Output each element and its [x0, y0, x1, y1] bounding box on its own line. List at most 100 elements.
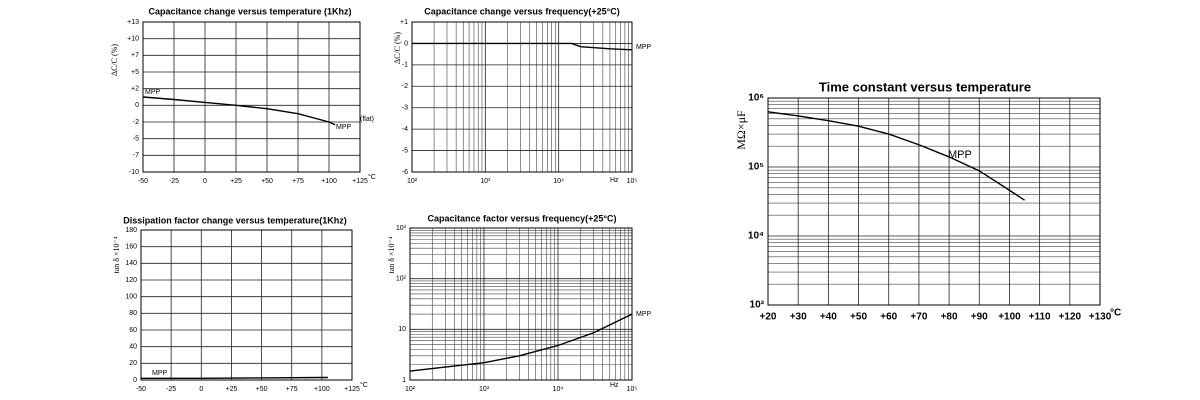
x-tick-label: +125 — [344, 386, 360, 393]
y-tick-label: -7 — [133, 152, 139, 159]
x-tick-label: -50 — [138, 178, 148, 185]
x-unit-label: °C — [1110, 308, 1121, 319]
y-tick-label: -4 — [402, 126, 408, 133]
x-tick-label: +130 — [1089, 312, 1112, 323]
x-tick-label: -25 — [166, 386, 176, 393]
y-tick-label: 60 — [129, 327, 137, 334]
chart: Capacitance change versus temperature (1… — [110, 6, 376, 184]
x-tick-label: 0 — [199, 386, 203, 393]
x-tick-label: +110 — [1029, 312, 1051, 323]
x-tick-label: +125 — [352, 178, 368, 185]
chart-title: Capacitance change versus frequency(+25°… — [424, 6, 619, 16]
chart: Capacitance factor versus frequency(+25°… — [387, 213, 652, 392]
y-tick-label: 40 — [129, 344, 137, 351]
x-tick-label: 10⁵ — [627, 178, 638, 185]
x-tick-label: +120 — [1059, 312, 1082, 323]
chart-title: Capacitance factor versus frequency(+25°… — [428, 213, 617, 223]
x-tick-label: +25 — [225, 386, 237, 393]
y-tick-label: 0 — [133, 377, 137, 384]
y-tick-label: 10 — [398, 326, 406, 333]
y-tick-label: 160 — [125, 244, 137, 251]
y-tick-label: 10⁴ — [748, 231, 764, 242]
plot-frame — [767, 97, 1101, 306]
y-tick-label: -5 — [402, 147, 408, 154]
y-tick-label: 1 — [402, 377, 406, 384]
x-tick-label: +100 — [998, 312, 1021, 323]
x-tick-label: +75 — [286, 386, 298, 393]
y-tick-label: +5 — [131, 69, 139, 76]
y-tick-label: 10³ — [396, 225, 407, 232]
data-line — [409, 313, 633, 372]
x-tick-label: +100 — [321, 178, 337, 185]
series-label: MPP — [145, 89, 161, 96]
x-tick-label: +50 — [850, 312, 867, 323]
y-tick-label: 10⁶ — [748, 93, 764, 104]
y-tick-label: 10⁵ — [748, 162, 764, 173]
y-tick-label: 10² — [396, 276, 407, 283]
x-tick-label: +20 — [760, 312, 777, 323]
x-tick-label: +60 — [880, 312, 897, 323]
chart-title: Time constant versus temperature — [819, 79, 1031, 94]
series-label: MPP — [636, 44, 652, 51]
y-tick-label: 80 — [129, 310, 137, 317]
x-tick-label: +50 — [261, 178, 273, 185]
x-tick-label: +75 — [292, 178, 304, 185]
chart-title: Dissipation factor change versus tempera… — [123, 215, 347, 225]
x-unit-label: Hz — [610, 382, 619, 389]
x-tick-label: 10⁴ — [553, 386, 564, 393]
chart: Dissipation factor change versus tempera… — [112, 215, 368, 392]
x-tick-label: 0 — [203, 178, 207, 185]
y-axis-label: tan δ ×10⁻⁴ — [387, 236, 396, 273]
plot-frame — [140, 229, 353, 381]
x-tick-label: +90 — [971, 312, 988, 323]
data-line — [141, 376, 328, 380]
series-label: MPP — [636, 311, 652, 318]
y-tick-label: +7 — [131, 52, 139, 59]
y-axis-label: ΔC/C (%) — [393, 32, 402, 64]
x-tick-label: +25 — [230, 178, 242, 185]
y-tick-label: 100 — [125, 294, 137, 301]
y-tick-label: +10 — [127, 36, 139, 43]
plot-frame — [409, 227, 633, 381]
x-tick-label: -50 — [136, 386, 146, 393]
x-tick-label: 10² — [405, 386, 416, 393]
y-tick-label: 20 — [129, 360, 137, 367]
y-tick-label: -10 — [129, 169, 139, 176]
y-tick-label: 120 — [125, 277, 137, 284]
x-tick-label: +70 — [910, 312, 927, 323]
x-tick-label: +40 — [820, 312, 837, 323]
y-tick-label: -3 — [402, 105, 408, 112]
x-tick-label: +80 — [941, 312, 958, 323]
y-tick-label: 180 — [125, 227, 137, 234]
x-tick-label: -25 — [169, 178, 179, 185]
plot-frame — [142, 21, 361, 173]
y-axis-label: tan δ ×10⁻⁴ — [112, 236, 121, 273]
y-tick-label: 140 — [125, 260, 137, 267]
y-tick-label: +13 — [127, 19, 139, 26]
y-tick-label: -5 — [133, 136, 139, 143]
series-label: MPP — [152, 370, 168, 377]
y-tick-label: -2 — [402, 83, 408, 90]
chart-title: Capacitance change versus temperature (1… — [148, 6, 351, 16]
data-line — [767, 111, 1025, 201]
annotation: (flat) — [360, 116, 374, 123]
x-tick-label: +30 — [790, 312, 807, 323]
y-axis-label: ΔC/C (%) — [110, 44, 119, 76]
y-axis-label: MΩ×μF — [734, 110, 748, 150]
x-tick-label: +100 — [314, 386, 330, 393]
x-tick-label: 10³ — [479, 386, 490, 393]
annotation: MPP — [336, 124, 352, 131]
x-tick-label: 10³ — [480, 178, 491, 185]
x-unit-label: °C — [360, 381, 368, 389]
x-tick-label: 10⁴ — [553, 178, 564, 185]
y-tick-label: 0 — [404, 40, 408, 47]
x-unit-label: °C — [368, 173, 376, 181]
chart: Time constant versus temperatureMΩ×μF°C+… — [734, 79, 1121, 322]
x-unit-label: Hz — [610, 177, 619, 184]
data-line — [412, 42, 633, 51]
y-tick-label: -2 — [133, 119, 139, 126]
x-tick-label: 10⁵ — [627, 386, 638, 393]
y-tick-label: -1 — [402, 62, 408, 69]
